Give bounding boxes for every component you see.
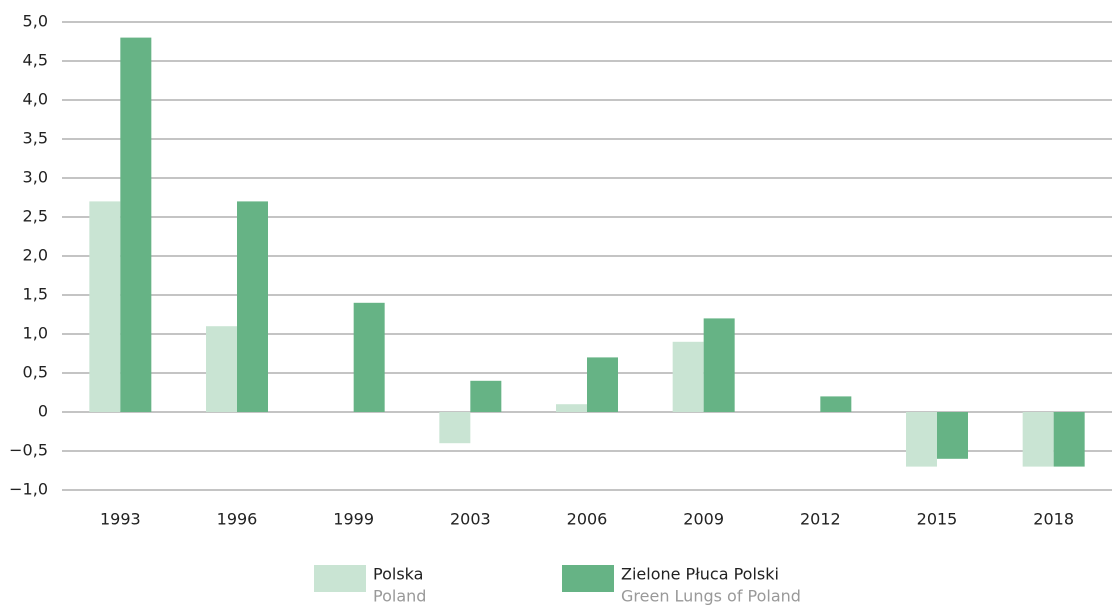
x-tick-label: 2015 [917,510,958,529]
y-tick-label: −1,0 [9,480,48,499]
bar [89,201,121,412]
bar [587,357,618,412]
bar [937,412,968,459]
x-tick-label: 2012 [800,510,841,529]
y-tick-label: 1,0 [23,324,48,343]
legend-swatch [562,565,614,592]
bar [206,326,237,412]
x-tick-label: 2018 [1033,510,1074,529]
x-tick-label: 1999 [333,510,374,529]
bar [353,302,385,412]
bar [439,412,471,444]
y-tick-label: 2,5 [23,207,48,226]
bar [1053,412,1085,467]
bar [820,396,852,412]
y-tick-label: −0,5 [9,441,48,460]
bar [556,404,587,412]
bar [906,412,937,467]
legend-label: Zielone Płuca Polski [621,565,779,584]
x-tick-label: 1996 [217,510,258,529]
x-tick-label: 1993 [100,510,141,529]
bar [1022,412,1054,467]
legend-sublabel: Green Lungs of Poland [621,587,801,606]
bar [672,341,704,412]
x-tick-label: 2009 [683,510,724,529]
bar [120,37,152,412]
legend-sublabel: Poland [373,587,426,606]
x-tick-label: 2003 [450,510,491,529]
bar [237,201,268,412]
bar [470,380,502,412]
legend-swatch [314,565,366,592]
y-tick-label: 0 [38,402,48,421]
y-tick-label: 2,0 [23,246,48,265]
y-tick-label: 3,5 [23,129,48,148]
y-tick-label: 5,0 [23,12,48,31]
y-tick-label: 4,5 [23,51,48,70]
y-tick-label: 0,5 [23,363,48,382]
legend-label: Polska [373,565,423,584]
y-tick-label: 1,5 [23,285,48,304]
y-tick-label: 4,0 [23,90,48,109]
bar [703,318,735,412]
x-tick-label: 2006 [567,510,608,529]
y-tick-label: 3,0 [23,168,48,187]
